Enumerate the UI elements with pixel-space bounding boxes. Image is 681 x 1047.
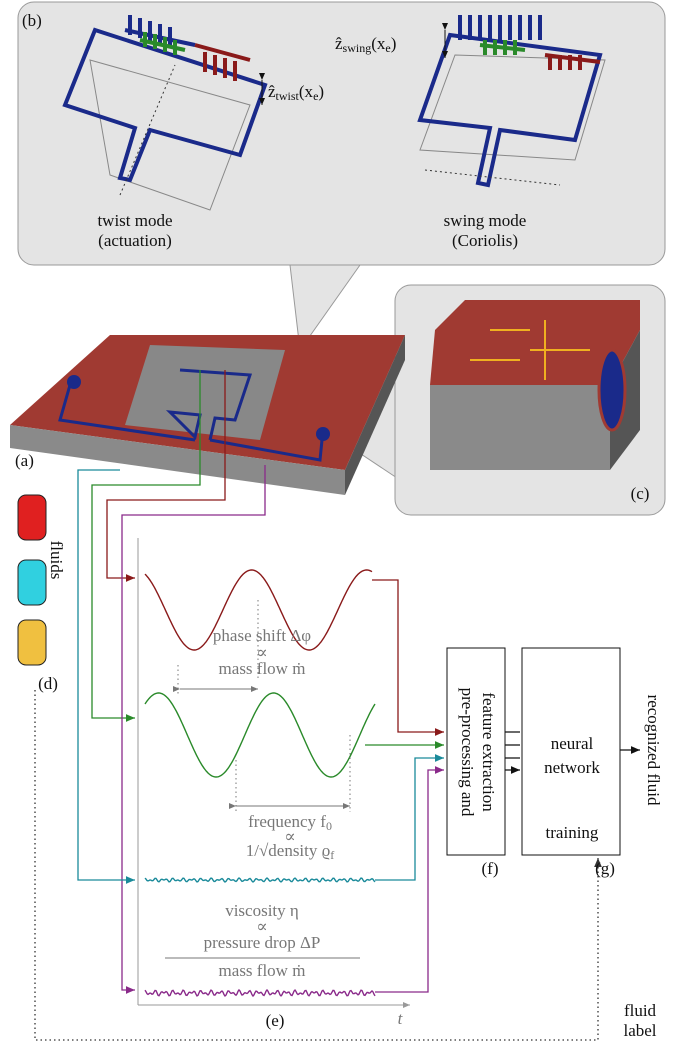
panel-label: (c) [631, 484, 650, 503]
time-axis: t [398, 1009, 404, 1028]
panel-label: (e) [266, 1011, 285, 1030]
fluid-vials [18, 495, 46, 665]
signal-wave [145, 693, 375, 777]
output-label: recognized fluid [644, 695, 663, 806]
panel-label: (f) [482, 859, 499, 878]
panel-label: (a) [15, 451, 34, 470]
subscript: swing [343, 41, 372, 55]
chip [10, 335, 405, 495]
viscosity-text: mass flow ṁ [219, 961, 306, 980]
fluids-label: fluids [47, 541, 66, 580]
subscript: f [330, 848, 334, 862]
arg: (x [371, 34, 386, 53]
frequency-text: 1/√density ϱf [246, 841, 335, 862]
panel-label: (g) [595, 859, 615, 878]
box-text: pre-processing and [458, 688, 477, 817]
paren: ) [318, 82, 324, 101]
box-text: feature extraction [479, 692, 498, 812]
text: 1/√density ϱ [246, 841, 331, 860]
mode-name: swing mode [444, 211, 527, 230]
mode-note: (Coriolis) [452, 231, 518, 250]
signal-wave [145, 990, 375, 996]
panel-label: (b) [22, 11, 42, 30]
box-text: training [546, 823, 599, 842]
viscosity-text: pressure drop ΔP [204, 933, 321, 952]
mode-note: (actuation) [98, 231, 172, 250]
box-text: network [544, 758, 600, 777]
fluid-label: label [623, 1021, 656, 1040]
subscript: 0 [326, 819, 332, 833]
panel-label: (d) [38, 674, 58, 693]
mode-name: twist mode [97, 211, 172, 230]
signal-wave [145, 878, 375, 882]
figure: (b) ẑtwist(xe) twist mode (actuation) ẑs… [0, 0, 681, 1047]
box-text: neural [551, 734, 594, 753]
phase-text: mass flow ṁ [219, 659, 306, 678]
arg: (x [299, 82, 314, 101]
paren: ) [391, 34, 397, 53]
fluid-label: fluid [624, 1001, 657, 1020]
channel-cut [430, 300, 640, 470]
subscript: twist [276, 89, 300, 103]
